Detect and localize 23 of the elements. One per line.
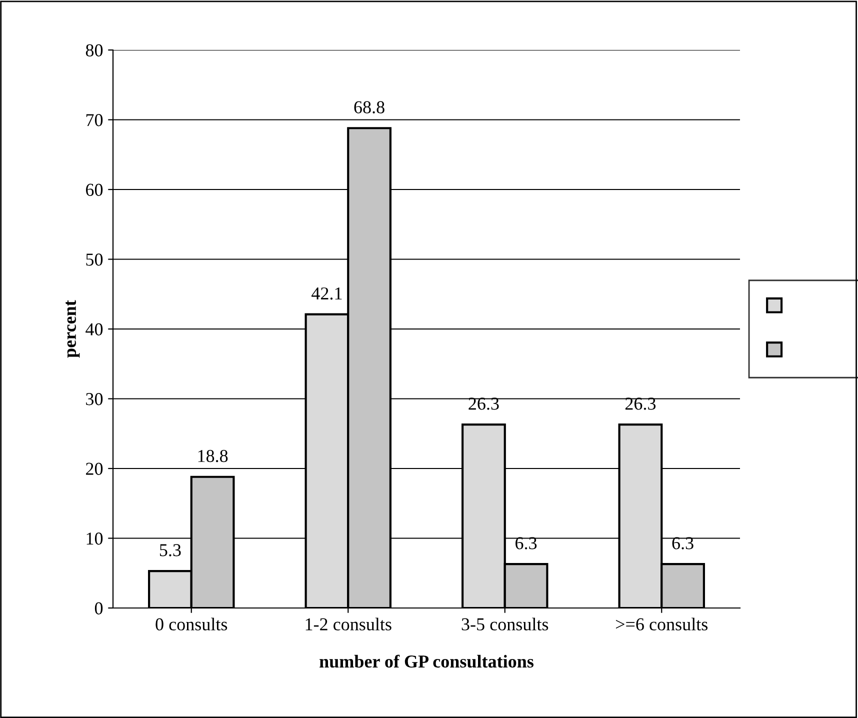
y-tick-label: 20: [86, 462, 103, 475]
data-label: 68.8: [354, 101, 384, 114]
x-tick-label: >=6 consults: [616, 618, 708, 630]
y-axis-title: percent: [66, 300, 80, 358]
x-tick-label: 1-2 consults: [306, 618, 392, 630]
data-label: 42.1: [312, 287, 342, 300]
y-tick-label: 0: [94, 602, 103, 614]
y-tick-label: 60: [86, 184, 103, 196]
x-tick-label: 0 consults: [156, 618, 228, 630]
x-tick-label: 3-5 consults: [462, 618, 548, 630]
data-label: 26.3: [625, 398, 656, 410]
data-label: 6.3: [672, 537, 694, 550]
data-label: 18.8: [198, 450, 228, 462]
data-label: 5.3: [160, 544, 181, 556]
x-axis-title: number of GP consultations: [320, 654, 534, 668]
y-tick-label: 40: [86, 323, 103, 336]
data-label: 6.3: [516, 537, 537, 550]
y-tick-label: 10: [86, 532, 103, 545]
y-tick-label: 30: [86, 393, 103, 406]
y-tick-label: 70: [86, 114, 103, 126]
data-label: 26.3: [468, 398, 499, 410]
y-tick-label: 80: [86, 44, 103, 56]
y-tick-label: 50: [86, 254, 103, 266]
